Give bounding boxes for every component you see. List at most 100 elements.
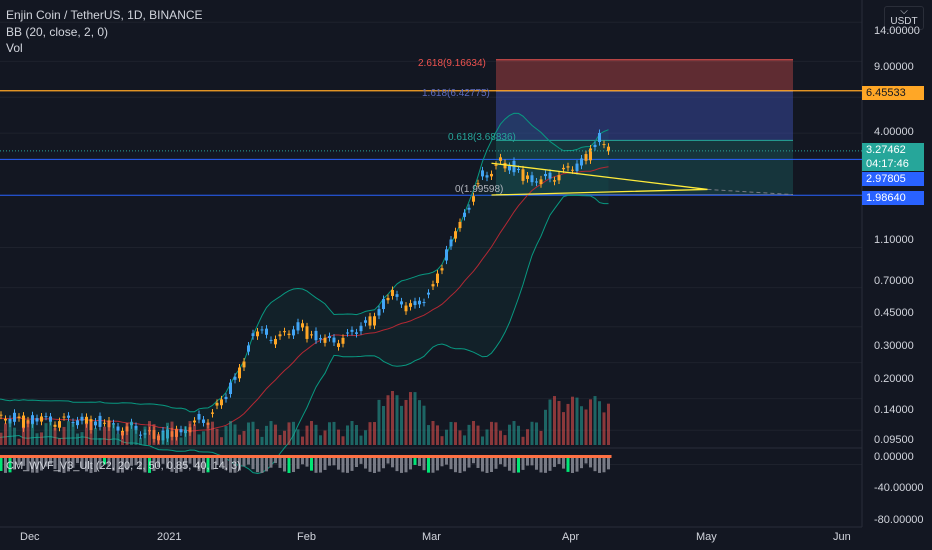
oscillator-bar: [274, 457, 277, 464]
oscillator-bar: [44, 457, 48, 467]
level-tag-low: 1.98640: [862, 191, 924, 205]
candle-body: [292, 329, 295, 336]
oscillator-bar: [418, 457, 421, 467]
oscillator-bar: [377, 457, 381, 472]
oscillator-bar: [35, 457, 39, 473]
candle-body: [454, 231, 457, 239]
price-tick: 0.09500: [874, 434, 914, 446]
oscillator-bar: [494, 457, 498, 469]
candle-body: [350, 329, 354, 332]
currency-button[interactable]: ⌵ USDT: [884, 6, 924, 30]
volume-bar: [242, 431, 246, 445]
candle-body: [71, 422, 75, 424]
volume-bar: [521, 436, 525, 445]
volume-bar: [152, 424, 156, 445]
oscillator-bar: [197, 457, 201, 472]
volume-bar: [269, 421, 273, 445]
volume-bar: [359, 435, 363, 445]
volume-bar: [575, 397, 579, 445]
volume-bar: [287, 422, 291, 445]
volume-bar: [85, 423, 88, 445]
oscillator-bar: [454, 457, 457, 473]
volume-bar: [485, 429, 489, 445]
oscillator-bar: [287, 457, 291, 473]
volume-bar: [35, 433, 39, 445]
oscillator-bar: [220, 457, 223, 466]
candle-body: [337, 343, 340, 347]
countdown-tag: 04:17:46: [862, 157, 924, 171]
volume-bar: [40, 432, 43, 445]
time-tick: Feb: [297, 531, 316, 543]
candle-body: [287, 333, 291, 336]
oscillator-bar: [161, 457, 165, 464]
volume-bar: [188, 421, 192, 445]
volume-bar: [26, 421, 30, 445]
oscillator-bar: [553, 457, 556, 467]
volume-bar: [476, 425, 480, 445]
candle-body: [296, 322, 300, 331]
price-tick: 0.20000: [874, 373, 914, 385]
volume-bar: [22, 427, 25, 445]
volume-bar: [341, 436, 345, 445]
last-price-tag: 3.27462: [862, 143, 924, 157]
candle-body: [508, 165, 511, 171]
time-tick: Apr: [562, 531, 580, 543]
volume-bar: [139, 437, 142, 445]
volume-bar: [148, 421, 151, 445]
oscillator-bar: [584, 457, 588, 464]
resistance-price-tag: 6.45533: [862, 86, 924, 100]
oscillator-bar: [71, 457, 75, 468]
oscillator-bar: [566, 457, 570, 472]
price-tick: 0.45000: [874, 307, 914, 319]
volume-bar: [112, 423, 115, 445]
volume-bar: [395, 395, 399, 445]
volume-bar: [179, 437, 183, 445]
volume-bar: [607, 403, 610, 445]
volume-bar: [170, 421, 174, 445]
volume-bar: [211, 421, 214, 445]
candle-body: [242, 361, 246, 368]
volume-bar: [233, 424, 237, 445]
candle-body: [13, 412, 16, 422]
oscillator-bar: [121, 457, 124, 473]
oscillator-bar: [296, 457, 300, 469]
candle-body: [305, 326, 309, 339]
oscillator-baseline: [0, 455, 612, 458]
oscillator-bar: [152, 457, 156, 471]
volume-bar: [472, 421, 475, 445]
currency-label: USDT: [890, 16, 918, 27]
candle-body: [494, 164, 498, 166]
time-tick: Dec: [20, 531, 40, 543]
candle-body: [116, 426, 120, 431]
oscillator-bar: [436, 457, 439, 471]
symbol-legend[interactable]: Enjin Coin / TetherUS, 1D, BINANCE: [6, 8, 203, 22]
candle-body: [584, 154, 588, 161]
candle-body: [359, 325, 363, 332]
bollinger-legend[interactable]: BB (20, close, 2, 0): [6, 25, 109, 39]
volume-bar: [508, 424, 511, 445]
candle-body: [22, 415, 25, 429]
candle-body: [53, 424, 57, 427]
oscillator-bar: [62, 457, 66, 473]
volume-bar: [548, 399, 552, 445]
candle-body: [557, 175, 561, 181]
oscillator-bar: [499, 457, 502, 465]
candle-body: [436, 273, 439, 284]
volume-legend[interactable]: Vol: [6, 41, 23, 55]
fib-zone-0618: [496, 140, 793, 195]
volume-bar: [418, 400, 421, 445]
volume-bar: [44, 423, 48, 445]
volume-bar: [427, 425, 430, 445]
oscillator-bar: [323, 457, 327, 470]
oscillator-bar: [112, 457, 115, 471]
volume-bar: [224, 426, 228, 445]
oscillator-bar: [22, 457, 25, 466]
candle-body: [274, 338, 277, 345]
oscillator-bar: [242, 457, 246, 467]
candle-body: [233, 376, 237, 380]
candle-body: [193, 420, 196, 423]
fib-label-0: 0(1.99598): [455, 184, 504, 195]
time-tick: 2021: [157, 531, 182, 543]
oscillator-legend[interactable]: CM_WVF_V3_Ult (22, 20, 2, 50, 0.85, 40, …: [6, 460, 241, 472]
